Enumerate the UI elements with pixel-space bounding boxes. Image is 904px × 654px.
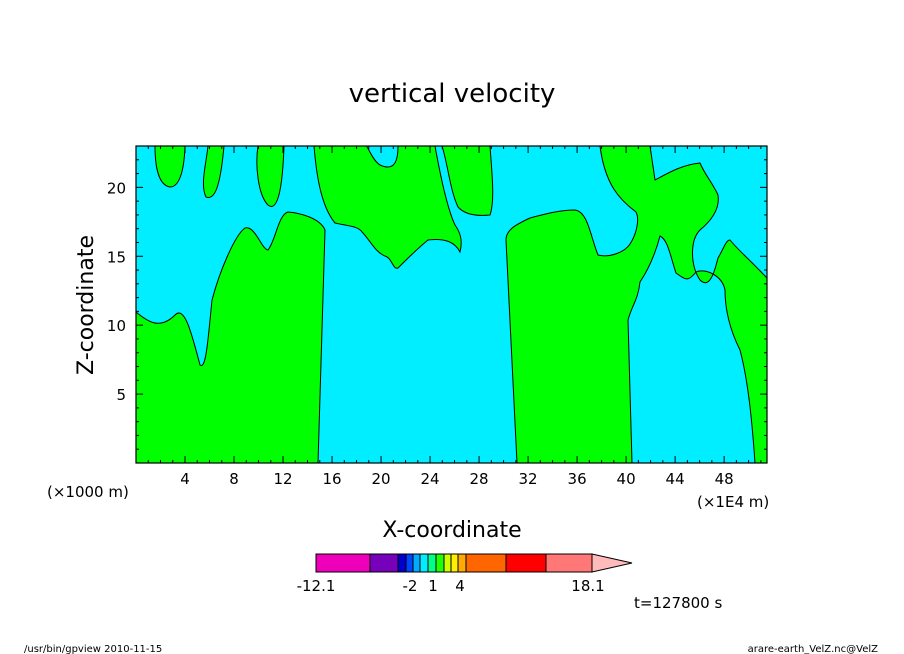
colorbar-label: 4 <box>455 577 465 595</box>
contour-region <box>441 145 494 216</box>
plot-frame <box>135 145 768 464</box>
colorbar-labels: -12.1 -2 1 4 18.1 <box>297 577 605 595</box>
colorbar-segment <box>443 553 452 573</box>
colorbar-segment <box>545 553 593 573</box>
y-tick-label: 20 <box>107 179 126 197</box>
x-tick-label: 24 <box>421 470 440 488</box>
x-tick-label: 32 <box>519 470 538 488</box>
y-tick-label: 10 <box>107 317 126 335</box>
y-tick-label: 15 <box>107 248 126 266</box>
x-unit-right: (×1E4 m) <box>697 493 769 511</box>
colorbar-segment <box>427 553 437 573</box>
y-axis-ticks: 5 10 15 20 <box>107 159 767 450</box>
x-unit-left: (×1000 m) <box>47 483 129 501</box>
y-axis-label: Z-coordinate <box>74 235 99 375</box>
colorbar-segment <box>315 553 371 573</box>
chart-title: vertical velocity <box>349 79 556 109</box>
x-tick-label: 4 <box>180 470 190 488</box>
colorbar-segment <box>397 553 407 573</box>
colorbar-label: 18.1 <box>571 577 604 595</box>
colorbar-segment <box>505 553 547 573</box>
x-tick-label: 44 <box>666 470 685 488</box>
x-tick-label: 20 <box>372 470 391 488</box>
footer-left: /usr/bin/gpview 2010-11-15 <box>24 644 162 654</box>
time-label: t=127800 s <box>634 594 722 612</box>
colorbar-segment <box>419 553 429 573</box>
contour-region <box>202 145 225 198</box>
contour-region <box>313 145 462 269</box>
colorbar <box>315 553 633 573</box>
footer-right: arare-earth_VelZ.nc@VelZ <box>748 644 879 654</box>
colorbar-segment <box>369 553 399 573</box>
x-tick-label: 48 <box>715 470 734 488</box>
positive-regions <box>135 145 768 464</box>
plot-area <box>135 145 768 464</box>
x-tick-label: 8 <box>229 470 239 488</box>
contour-region <box>154 145 186 188</box>
x-axis-label: X-coordinate <box>382 518 521 543</box>
x-tick-label: 28 <box>470 470 489 488</box>
contour-region <box>256 145 285 207</box>
colorbar-segment <box>435 553 445 573</box>
x-tick-label: 16 <box>322 470 341 488</box>
colorbar-segment <box>457 553 467 573</box>
contour-region <box>505 145 768 464</box>
x-tick-label: 12 <box>273 470 292 488</box>
x-axis-ticks: 4 8 12 16 20 24 28 32 36 40 44 48 <box>147 146 762 488</box>
y-tick-label: 5 <box>116 386 126 404</box>
colorbar-arrow <box>591 553 633 573</box>
colorbar-segment <box>412 553 421 573</box>
x-tick-label: 36 <box>568 470 587 488</box>
colorbar-label: -12.1 <box>297 577 336 595</box>
x-tick-label: 40 <box>617 470 636 488</box>
colorbar-segment <box>465 553 507 573</box>
contour-region <box>135 211 326 464</box>
colorbar-segment <box>405 553 414 573</box>
colorbar-segment <box>450 553 459 573</box>
colorbar-label: -2 <box>403 577 418 595</box>
colorbar-label: 1 <box>428 577 438 595</box>
